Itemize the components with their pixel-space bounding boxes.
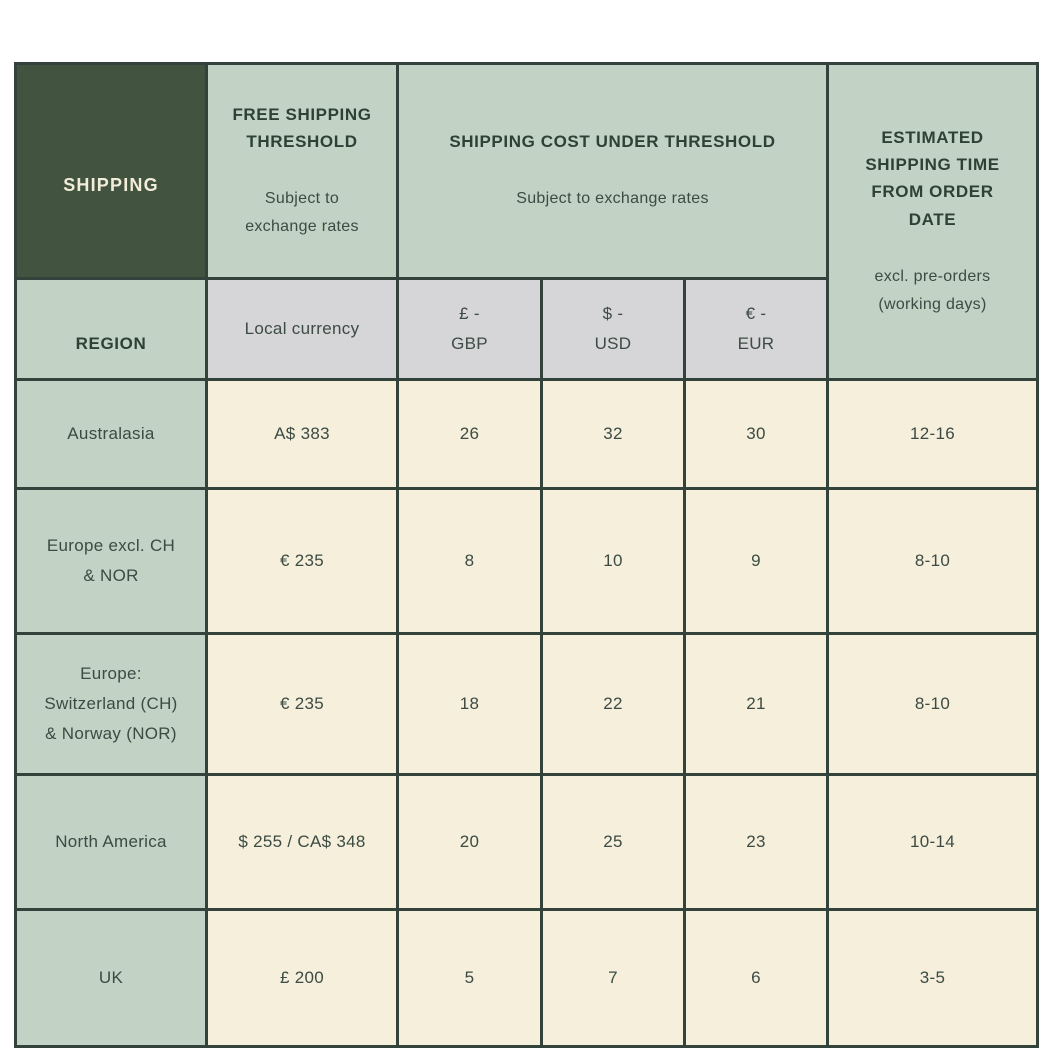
region-label: REGION [75,333,147,353]
eur-cost-cell: 23 [683,772,829,911]
shipping-rates-table: SHIPPING FREE SHIPPING THRESHOLD Subject… [14,62,1039,1048]
gbp-cost-cell: 20 [396,772,543,911]
shipping-cost-subtitle: Subject to exchange rates [516,190,709,208]
free-shipping-threshold-title: FREE SHIPPING THRESHOLD [232,104,372,151]
eur-cost-cell: 6 [683,907,829,1048]
estimated-time-header-cell: ESTIMATED SHIPPING TIME FROM ORDER DATE … [826,62,1039,381]
shipping-time-cell: 8-10 [826,631,1039,776]
eur-cost-cell: 21 [683,631,829,776]
table-row-uk: UK £ 200 5 7 6 3-5 [14,907,1039,1048]
threshold-local-cell: £ 200 [205,907,399,1048]
region-cell: Europe: Switzerland (CH) & Norway (NOR) [14,631,208,776]
usd-cost-cell: 22 [540,631,686,776]
usd-cost-cell: 7 [540,907,686,1048]
region-cell: North America [14,772,208,911]
shipping-title: SHIPPING [63,174,159,195]
gbp-cost-cell: 18 [396,631,543,776]
gbp-cost-cell: 8 [396,486,543,635]
threshold-local-cell: $ 255 / CA$ 348 [205,772,399,911]
eur-column-header-cell: € - EUR [683,276,829,381]
region-header-cell: REGION [14,276,208,381]
shipping-time-cell: 12-16 [826,377,1039,490]
table-row-north-america: North America $ 255 / CA$ 348 20 25 23 1… [14,772,1039,911]
shipping-cost-header-cell: SHIPPING COST UNDER THRESHOLD Subject to… [396,62,829,280]
shipping-cost-title: SHIPPING COST UNDER THRESHOLD [449,132,776,152]
estimated-time-subtitle: excl. pre-orders (working days) [874,267,991,313]
region-cell: Australasia [14,377,208,490]
estimated-time-title: ESTIMATED SHIPPING TIME FROM ORDER DATE [865,128,1000,229]
shipping-time-cell: 10-14 [826,772,1039,911]
header-row-2: REGION Local currency £ - GBP $ - USD € … [14,276,1038,381]
usd-cost-cell: 25 [540,772,686,911]
usd-column-header-cell: $ - USD [540,276,686,381]
gbp-cost-cell: 5 [396,907,543,1048]
eur-cost-cell: 9 [683,486,829,635]
gbp-column-header-cell: £ - GBP [396,276,543,381]
threshold-local-cell: € 235 [205,486,399,635]
local-currency-header-cell: Local currency [205,276,399,381]
gbp-cost-cell: 26 [396,377,543,490]
usd-cost-cell: 10 [540,486,686,635]
free-shipping-threshold-header-cell: FREE SHIPPING THRESHOLD Subject to excha… [205,62,399,280]
shipping-corner-cell: SHIPPING [14,62,208,280]
threshold-local-cell: € 235 [205,631,399,776]
shipping-time-cell: 8-10 [826,486,1039,635]
shipping-time-cell: 3-5 [826,907,1039,1048]
region-cell: UK [14,907,208,1048]
eur-cost-cell: 30 [683,377,829,490]
free-shipping-threshold-subtitle: Subject to exchange rates [245,189,359,235]
threshold-local-cell: A$ 383 [205,377,399,490]
usd-cost-cell: 32 [540,377,686,490]
table-row-australasia: Australasia A$ 383 26 32 30 12-16 [14,377,1039,490]
table-row-europe-ch-nor: Europe: Switzerland (CH) & Norway (NOR) … [14,631,1039,776]
header-row-1: SHIPPING FREE SHIPPING THRESHOLD Subject… [14,62,1039,381]
table-row-europe-excl: Europe excl. CH & NOR € 235 8 10 9 8-10 [14,486,1039,635]
region-cell: Europe excl. CH & NOR [14,486,208,635]
